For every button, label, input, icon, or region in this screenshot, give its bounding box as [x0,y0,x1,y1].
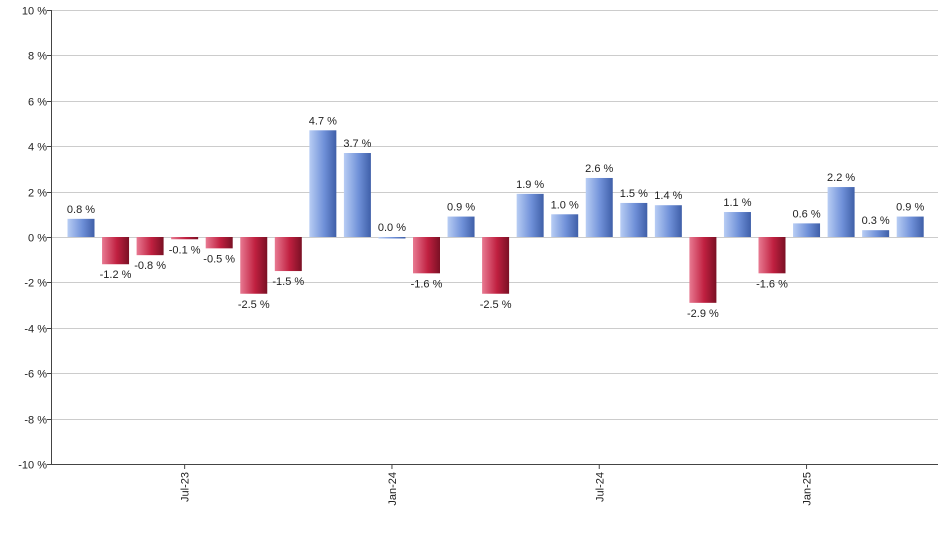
y-tick-label: -4 % [24,324,47,336]
bar [551,214,579,237]
y-tick-label: 4 % [28,142,47,154]
data-label: -1.6 % [411,278,443,290]
bar [136,237,164,256]
data-label: 0.9 % [896,202,924,214]
bar [758,237,786,274]
y-axis-tick-labels: -10 % -8 % -6 % -4 % -2 % 0 % 2 % 4 % 6 % 8 % 10 % [18,6,51,472]
bar [723,212,751,237]
data-label: 2.2 % [827,172,855,184]
y-tick-label: -6 % [24,369,47,381]
bar [205,237,233,249]
bar [585,177,613,237]
data-label: -1.6 % [756,278,788,290]
bar [862,230,890,237]
data-label: 0.3 % [862,215,890,227]
x-axis-tick-labels: Jul-23 Jan-24 Jul-24 Jan-25 [180,464,814,506]
axes [51,10,938,465]
bar [896,216,924,237]
data-label: 0.9 % [447,202,475,214]
data-label: 1.4 % [654,190,682,202]
data-label: -2.9 % [687,308,719,320]
bar [482,237,510,294]
data-label: -2.5 % [480,299,512,311]
data-label: -2.5 % [238,299,270,311]
x-tick-label: Jul-23 [180,472,192,502]
bar [378,237,406,239]
x-tick-label: Jan-24 [387,472,399,506]
y-tick-label: 2 % [28,188,47,200]
bar [793,223,821,237]
data-label: -0.5 % [203,253,235,265]
y-tick-label: 0 % [28,233,47,245]
y-tick-label: -2 % [24,278,47,290]
y-tick-label: 10 % [22,6,47,18]
bar [447,216,475,237]
data-label: -0.8 % [134,260,166,272]
bar [309,130,337,237]
bar [171,237,199,240]
data-label: 3.7 % [343,138,371,150]
data-label: -1.2 % [100,269,132,281]
y-tick-label: 8 % [28,51,47,63]
data-label: -0.1 % [169,244,201,256]
data-label: -1.5 % [272,276,304,288]
bar [654,205,682,237]
bar [67,218,95,237]
data-labels: 0.8 %-1.2 %-0.8 %-0.1 %-0.5 %-2.5 %-1.5 … [67,115,925,320]
bar [689,237,717,303]
data-label: 1.9 % [516,179,544,191]
data-label: 4.7 % [309,115,337,127]
data-label: 1.0 % [551,199,579,211]
data-label: 2.6 % [585,163,613,175]
bar [516,193,544,237]
y-tick-label: -8 % [24,415,47,427]
bar [413,237,440,274]
data-label: 1.1 % [723,197,751,209]
bar [240,237,268,294]
y-tick-label: 6 % [28,97,47,109]
data-label: 0.0 % [378,222,406,234]
data-label: 0.6 % [792,208,820,220]
y-tick-label: -10 % [18,460,47,472]
bar [274,237,302,272]
data-label: 1.5 % [620,188,648,200]
x-tick-label: Jan-25 [802,472,814,506]
bar [102,237,130,265]
data-label: 0.8 % [67,204,95,216]
bar [620,202,648,237]
bar [827,187,855,237]
bars [67,130,924,303]
x-tick-label: Jul-24 [594,472,606,502]
bar [343,153,371,237]
